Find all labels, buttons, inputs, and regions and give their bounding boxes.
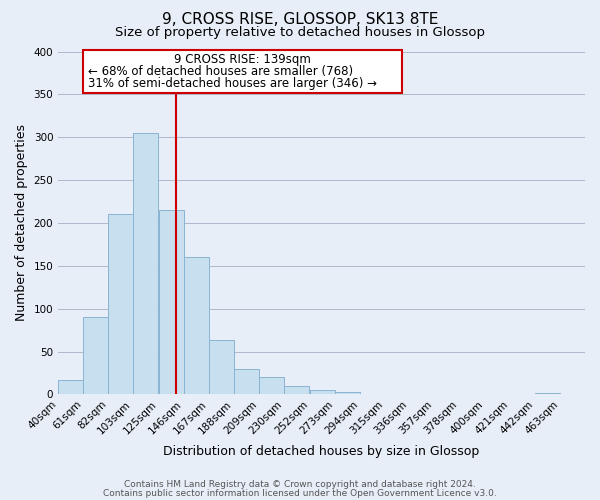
Bar — [259, 378, 284, 394]
Text: ← 68% of detached houses are smaller (768): ← 68% of detached houses are smaller (76… — [88, 65, 353, 78]
Bar — [159, 210, 184, 394]
Bar — [108, 214, 133, 394]
Y-axis label: Number of detached properties: Number of detached properties — [15, 124, 28, 322]
Bar — [335, 392, 359, 394]
Bar — [209, 340, 234, 394]
Bar — [234, 368, 259, 394]
Text: 31% of semi-detached houses are larger (346) →: 31% of semi-detached houses are larger (… — [88, 77, 377, 90]
Bar — [133, 133, 158, 394]
Bar — [83, 318, 108, 394]
Text: Size of property relative to detached houses in Glossop: Size of property relative to detached ho… — [115, 26, 485, 39]
Text: Contains public sector information licensed under the Open Government Licence v3: Contains public sector information licen… — [103, 488, 497, 498]
Bar — [310, 390, 335, 394]
Bar — [535, 392, 560, 394]
X-axis label: Distribution of detached houses by size in Glossop: Distribution of detached houses by size … — [163, 444, 480, 458]
FancyBboxPatch shape — [83, 50, 402, 92]
Text: Contains HM Land Registry data © Crown copyright and database right 2024.: Contains HM Land Registry data © Crown c… — [124, 480, 476, 489]
Text: 9, CROSS RISE, GLOSSOP, SK13 8TE: 9, CROSS RISE, GLOSSOP, SK13 8TE — [162, 12, 438, 28]
Bar — [184, 258, 209, 394]
Text: 9 CROSS RISE: 139sqm: 9 CROSS RISE: 139sqm — [174, 53, 311, 66]
Bar — [58, 380, 83, 394]
Bar — [284, 386, 308, 394]
